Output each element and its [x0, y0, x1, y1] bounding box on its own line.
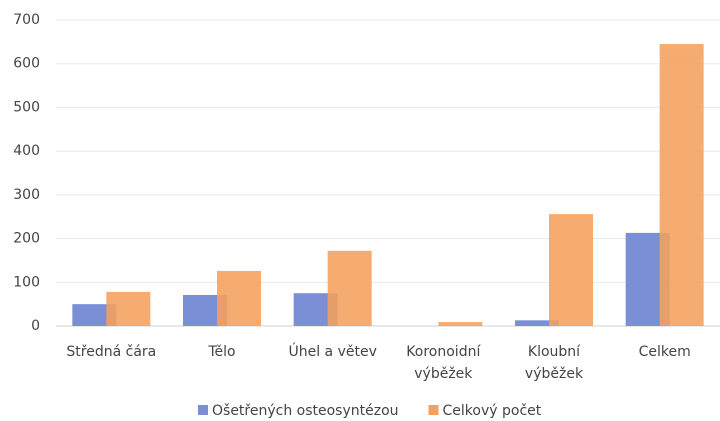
- legend-label: Celkový počet: [443, 403, 542, 419]
- y-tick-label: 100: [13, 274, 40, 290]
- bar: [438, 322, 483, 326]
- x-tick-label: Koronoidní výběžek: [406, 344, 481, 382]
- y-tick-label: 700: [13, 12, 40, 28]
- bar: [217, 270, 261, 326]
- y-tick-label: 300: [13, 187, 40, 203]
- legend-swatch: [198, 405, 208, 415]
- bar: [72, 304, 117, 326]
- legend-swatch: [428, 405, 439, 415]
- y-tick-label: 400: [13, 143, 40, 159]
- x-tick-label: Kloubní výběžek: [525, 344, 584, 382]
- bar: [549, 214, 593, 326]
- bar: [659, 44, 704, 327]
- y-tick-label: 600: [13, 56, 40, 72]
- y-tick-label: 0: [31, 318, 40, 334]
- y-tick-label: 500: [13, 99, 40, 115]
- bar: [515, 320, 559, 326]
- y-tick-label: 200: [13, 231, 40, 247]
- bar: [327, 250, 372, 326]
- x-tick-label: Tělo: [207, 344, 235, 360]
- x-tick-label: Úhel a větev: [288, 342, 376, 360]
- bar: [106, 291, 151, 326]
- x-tick-label: Celkem: [639, 344, 691, 360]
- x-tick-label: Středná čára: [66, 344, 156, 360]
- legend-label: Ošetřených osteosyntézou: [212, 403, 399, 419]
